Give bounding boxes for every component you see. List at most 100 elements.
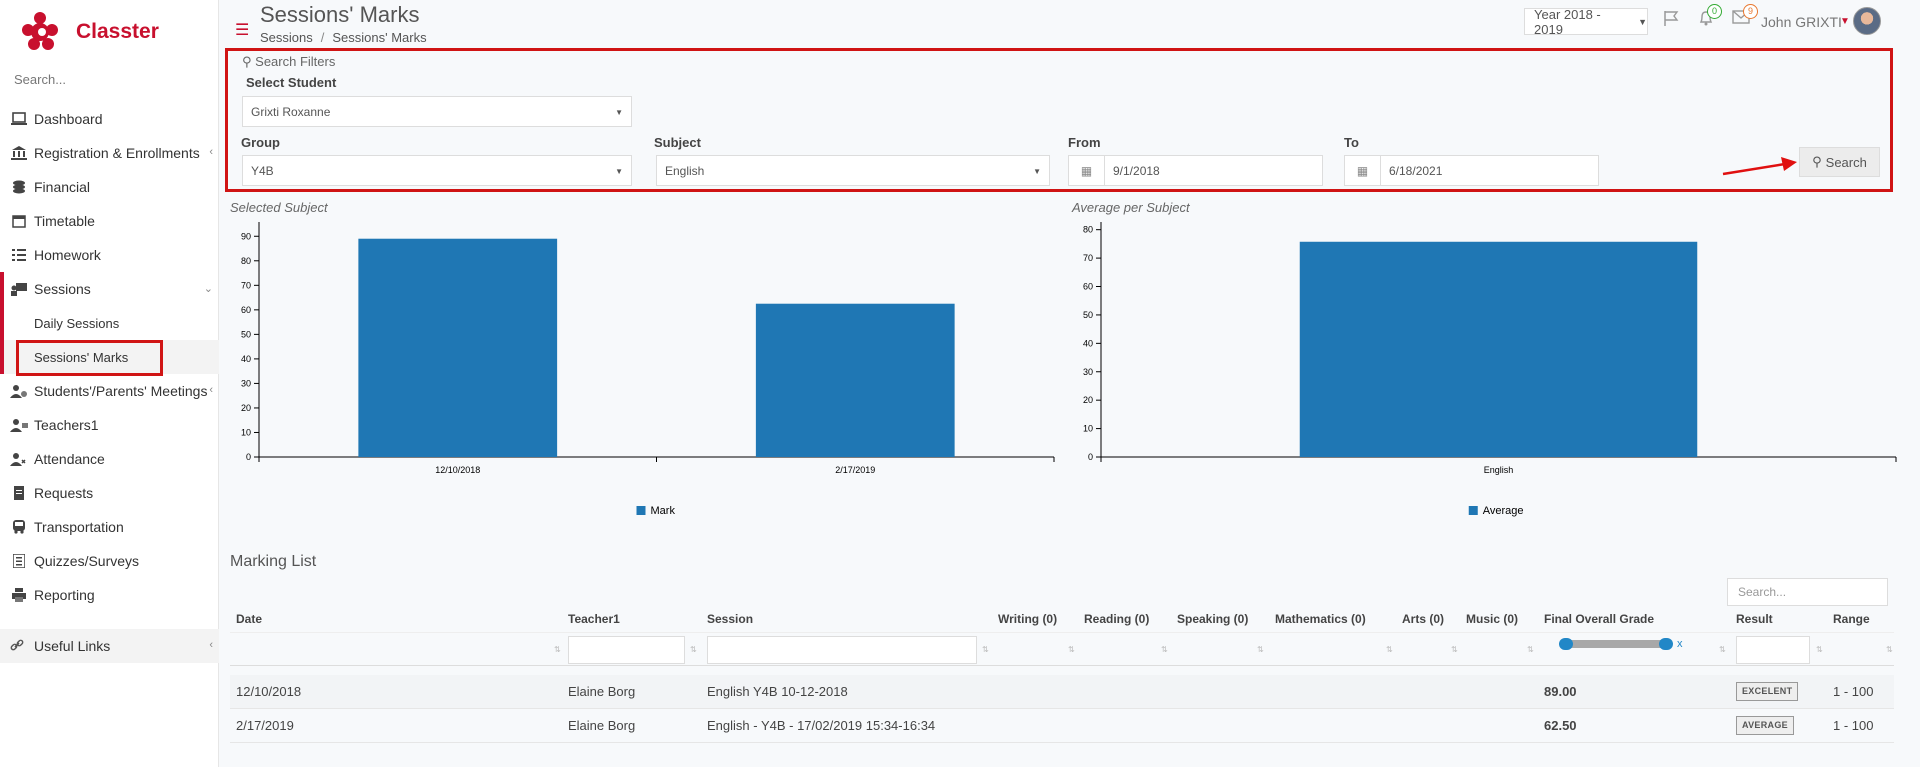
column-header-teacher[interactable]: Teacher1: [568, 612, 620, 626]
grade-range-slider[interactable]: [1559, 638, 1673, 650]
flag-icon[interactable]: [1663, 10, 1679, 31]
meeting-icon: [10, 383, 28, 399]
y-tick-label: 40: [241, 354, 251, 364]
clear-range-icon[interactable]: x: [1677, 638, 1683, 650]
table-filter-row: ⇅ ⇅ ⇅ ⇅ ⇅ ⇅ ⇅ ⇅ ⇅ x ⇅ ⇅ ⇅: [230, 632, 1894, 666]
breadcrumb-separator: /: [320, 30, 325, 45]
sidebar-item-teachers[interactable]: Teachers1: [0, 408, 219, 442]
bell-icon[interactable]: 0: [1698, 4, 1722, 31]
sidebar-item-timetable[interactable]: Timetable: [0, 204, 219, 238]
column-header-arts[interactable]: Arts (0): [1402, 612, 1445, 626]
to-date-value: 6/18/2021: [1389, 163, 1443, 178]
cell-range: 1 - 100: [1833, 718, 1874, 733]
sort-icon[interactable]: ⇅: [1816, 645, 1823, 654]
sort-icon[interactable]: ⇅: [1386, 645, 1393, 654]
sidebar-item-quizzes[interactable]: Quizzes/Surveys: [0, 544, 219, 578]
sort-icon[interactable]: ⇅: [982, 645, 989, 654]
year-select[interactable]: Year 2018 - 2019 ▼: [1524, 6, 1648, 37]
chevron-left-icon: ‹: [209, 146, 213, 158]
subject-select[interactable]: English ▼: [656, 155, 1050, 186]
y-tick-label: 80: [241, 256, 251, 266]
search-button[interactable]: ⚲ Search: [1799, 147, 1880, 177]
sidebar-item-homework[interactable]: Homework: [0, 238, 219, 272]
sort-icon[interactable]: ⇅: [1886, 645, 1893, 654]
from-date-input[interactable]: ▦ 9/1/2018: [1068, 155, 1323, 186]
sidebar-item-useful-links[interactable]: Useful Links ‹: [0, 629, 219, 663]
table-row[interactable]: 2/17/2019 Elaine Borg English - Y4B - 17…: [230, 709, 1894, 743]
from-date-value: 9/1/2018: [1113, 163, 1160, 178]
menu-toggle-icon[interactable]: ☰: [235, 22, 250, 39]
column-header-session[interactable]: Session: [707, 612, 754, 626]
student-select[interactable]: Grixti Roxanne ▼: [242, 96, 632, 127]
sidebar-item-label: Registration & Enrollments: [34, 145, 200, 161]
to-date-input[interactable]: ▦ 6/18/2021: [1344, 155, 1599, 186]
calendar-icon[interactable]: ▦: [1345, 156, 1381, 185]
sort-icon[interactable]: ⇅: [1719, 645, 1726, 654]
column-header-date[interactable]: Date: [236, 612, 263, 626]
column-header-range[interactable]: Range: [1833, 612, 1870, 626]
column-header-reading[interactable]: Reading (0): [1084, 612, 1150, 626]
teachers-icon: [10, 417, 28, 433]
column-header-speaking[interactable]: Speaking (0): [1177, 612, 1249, 626]
sort-icon[interactable]: ⇅: [554, 645, 561, 654]
sidebar-subitem-sessions-marks[interactable]: Sessions' Marks: [0, 340, 219, 374]
chevron-left-icon: ‹: [209, 639, 213, 651]
sidebar-subitem-daily-sessions[interactable]: Daily Sessions: [0, 306, 219, 340]
caret-down-icon[interactable]: ▼: [1840, 16, 1850, 27]
range-slider-handle[interactable]: [1559, 638, 1573, 650]
column-header-final-grade[interactable]: Final Overall Grade: [1544, 612, 1655, 626]
cell-session: English Y4B 10-12-2018: [707, 684, 848, 699]
sidebar-item-meetings[interactable]: Students'/Parents' Meetings ‹: [0, 374, 219, 408]
column-header-result[interactable]: Result: [1736, 612, 1773, 626]
column-header-music[interactable]: Music (0): [1466, 612, 1519, 626]
cell-session: English - Y4B - 17/02/2019 15:34-16:34: [707, 718, 936, 733]
annotation-arrow-icon: [1722, 157, 1797, 176]
chart-title-average-per-subject: Average per Subject: [1072, 200, 1190, 215]
session-filter-input[interactable]: [707, 636, 977, 664]
bar: [755, 303, 955, 457]
sidebar-item-financial[interactable]: Financial: [0, 170, 219, 204]
year-select-value: Year 2018 - 2019: [1534, 6, 1601, 37]
sidebar-item-label: Reporting: [34, 587, 95, 603]
chevron-left-icon: ‹: [209, 384, 213, 396]
breadcrumb-item[interactable]: Sessions: [260, 30, 313, 45]
column-header-writing[interactable]: Writing (0): [998, 612, 1058, 626]
sidebar-search-input[interactable]: Search...: [14, 72, 67, 87]
sort-icon[interactable]: ⇅: [1451, 645, 1458, 654]
sidebar-item-transportation[interactable]: Transportation: [0, 510, 219, 544]
range-slider-handle[interactable]: [1659, 638, 1673, 650]
sort-icon[interactable]: ⇅: [1257, 645, 1264, 654]
y-tick-label: 40: [1083, 338, 1093, 348]
table-search-input[interactable]: Search...: [1727, 578, 1888, 606]
teacher-filter-input[interactable]: [568, 636, 685, 664]
breadcrumb: Sessions / Sessions' Marks: [260, 30, 427, 45]
sidebar-item-dashboard[interactable]: Dashboard: [0, 102, 219, 136]
search-filters-title[interactable]: ⚲ Search Filters: [242, 54, 336, 69]
group-select[interactable]: Y4B ▼: [242, 155, 632, 186]
result-filter-input[interactable]: [1736, 636, 1810, 664]
column-header-mathematics[interactable]: Mathematics (0): [1275, 612, 1366, 626]
table-row[interactable]: 12/10/2018 Elaine Borg English Y4B 10-12…: [230, 675, 1894, 709]
search-icon: ⚲: [1812, 154, 1822, 169]
user-name[interactable]: John GRIXTI: [1761, 14, 1842, 30]
sort-icon[interactable]: ⇅: [1161, 645, 1168, 654]
to-label: To: [1344, 135, 1359, 150]
student-select-value: Grixti Roxanne: [251, 104, 331, 119]
sort-icon[interactable]: ⇅: [1068, 645, 1075, 654]
subject-select-value: English: [665, 163, 705, 178]
brand-logo[interactable]: Classter: [20, 8, 159, 56]
bus-icon: [10, 519, 28, 535]
sidebar-item-sessions[interactable]: Sessions ⌄: [0, 272, 219, 306]
x-tick-label: 12/10/2018: [435, 465, 480, 475]
avatar[interactable]: [1853, 7, 1881, 35]
envelope-icon[interactable]: 9: [1732, 4, 1758, 29]
sidebar-item-attendance[interactable]: Attendance: [0, 442, 219, 476]
calendar-icon: [10, 213, 28, 229]
sort-icon[interactable]: ⇅: [690, 645, 697, 654]
sidebar-item-reporting[interactable]: Reporting: [0, 578, 219, 612]
sidebar: Classter Search... Dashboard Registratio…: [0, 0, 219, 767]
sidebar-item-registration[interactable]: Registration & Enrollments ‹: [0, 136, 219, 170]
sidebar-item-requests[interactable]: Requests: [0, 476, 219, 510]
calendar-icon[interactable]: ▦: [1069, 156, 1105, 185]
sort-icon[interactable]: ⇅: [1527, 645, 1534, 654]
